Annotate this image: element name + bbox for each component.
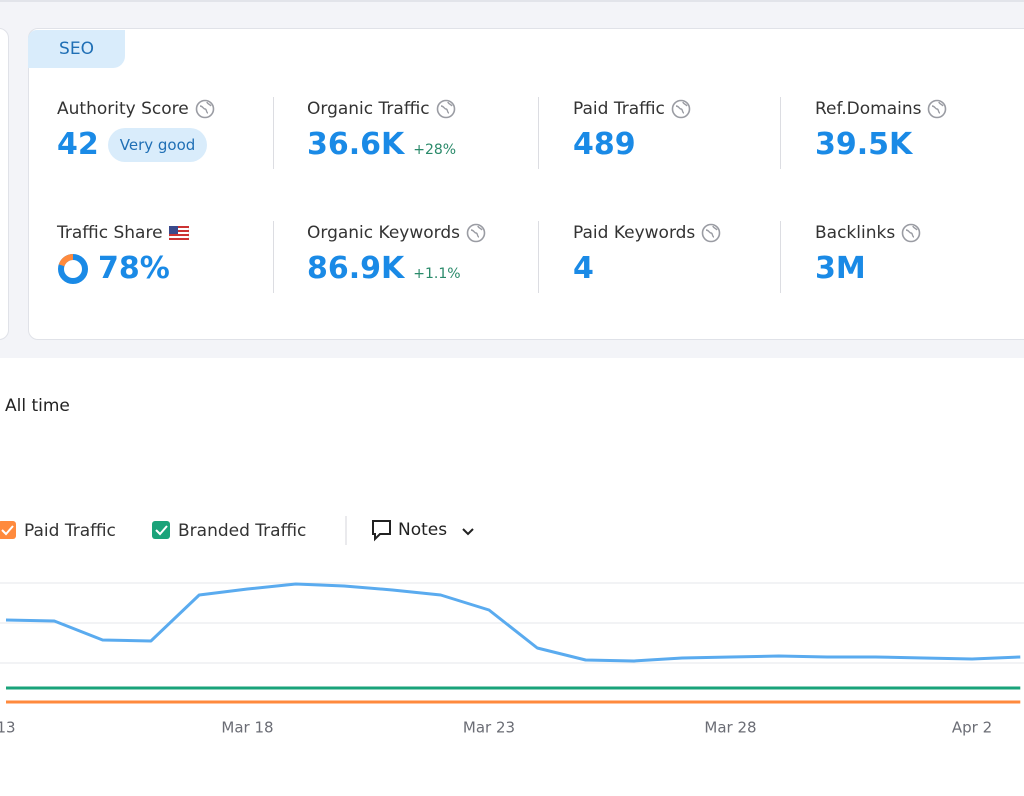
metric: Traffic Share 78%	[57, 223, 189, 286]
divider	[538, 221, 539, 293]
side-card	[0, 28, 9, 340]
metric-label-row: Paid Traffic	[573, 99, 691, 119]
metric-label: Traffic Share	[57, 223, 163, 243]
metric: Authority Score 42 Very good	[57, 99, 215, 162]
divider	[538, 97, 539, 169]
metric-label: Backlinks	[815, 223, 896, 243]
notes-button[interactable]: Notes	[398, 520, 447, 540]
x-tick-label: Apr 2	[952, 719, 992, 737]
metric-value-row: 86.9K +1.1%	[307, 251, 486, 286]
metric-value: 36.6K	[307, 127, 405, 162]
divider	[780, 97, 781, 169]
info-icon[interactable]	[436, 99, 456, 119]
divider	[780, 221, 781, 293]
metric: Paid Traffic 489	[573, 99, 691, 162]
metric-value-row: 36.6K +28%	[307, 127, 456, 162]
x-tick-label: Mar 18	[221, 719, 273, 737]
metric-label: Paid Keywords	[573, 223, 696, 243]
seo-tab[interactable]: SEO	[28, 30, 125, 68]
metric-value-row: 489	[573, 127, 691, 162]
metric-value-row: 39.5K	[815, 127, 947, 162]
metric: Backlinks 3M	[815, 223, 921, 286]
metric-label-row: Organic Keywords	[307, 223, 486, 243]
legend-checkbox[interactable]	[152, 521, 170, 539]
metric-label-row: Traffic Share	[57, 223, 189, 243]
metric: Ref.Domains 39.5K	[815, 99, 947, 162]
metric-value: 4	[573, 251, 594, 286]
metric-value-row: 78%	[57, 251, 189, 286]
legend-label: Paid Traffic	[24, 521, 116, 541]
info-icon[interactable]	[927, 99, 947, 119]
info-icon[interactable]	[466, 223, 486, 243]
metric-value: 3M	[815, 251, 866, 286]
info-icon[interactable]	[671, 99, 691, 119]
metric-value-row: 4	[573, 251, 721, 286]
metric-value: 39.5K	[815, 127, 913, 162]
divider	[273, 221, 274, 293]
flag-icon	[168, 226, 189, 240]
metric-change: +1.1%	[413, 265, 461, 282]
metric-label-row: Authority Score	[57, 99, 215, 119]
metric: Paid Keywords 4	[573, 223, 721, 286]
seo-card	[28, 28, 1024, 340]
metric-change: +28%	[413, 141, 457, 158]
period[interactable]: All time	[5, 396, 70, 416]
info-icon[interactable]	[195, 99, 215, 119]
metric: Organic Keywords 86.9K +1.1%	[307, 223, 486, 286]
metric-value: 86.9K	[307, 251, 405, 286]
metric-value-row: 3M	[815, 251, 921, 286]
legend-label: Branded Traffic	[178, 521, 306, 541]
series-line	[5, 582, 1021, 663]
legend-check	[1, 525, 14, 536]
share-donut	[58, 253, 88, 284]
info-icon[interactable]	[901, 223, 921, 243]
x-tick-label: Mar 23	[463, 719, 515, 737]
metric-label: Organic Keywords	[307, 223, 460, 243]
metric: Organic Traffic 36.6K +28%	[307, 99, 456, 162]
metric-value: 78%	[98, 251, 170, 286]
notes-icon	[372, 520, 391, 542]
metric-label: Ref.Domains	[815, 99, 922, 119]
chevron	[462, 528, 474, 536]
metric-label-row: Backlinks	[815, 223, 921, 243]
metric-badge: Very good	[107, 127, 208, 162]
x-tick-label: Mar 28	[704, 719, 756, 737]
metric-value: 489	[573, 127, 636, 162]
divider	[273, 97, 274, 169]
metric-label: Paid Traffic	[573, 99, 665, 119]
metric-label-row: Ref.Domains	[815, 99, 947, 119]
metric-value-row: 42 Very good	[57, 127, 215, 162]
info-icon[interactable]	[701, 223, 721, 243]
metric-value: 42	[57, 127, 99, 162]
seo-panel: SEO Authority Score 42 Very good Organic Tr…	[0, 0, 1024, 358]
metric-label-row: Organic Traffic	[307, 99, 456, 119]
legend-checkbox[interactable]	[0, 521, 16, 539]
x-tick-label: 13	[0, 719, 16, 737]
metric-label-row: Paid Keywords	[573, 223, 721, 243]
metric-label: Authority Score	[57, 99, 189, 119]
metric-label: Organic Traffic	[307, 99, 430, 119]
legend-check	[155, 525, 168, 536]
